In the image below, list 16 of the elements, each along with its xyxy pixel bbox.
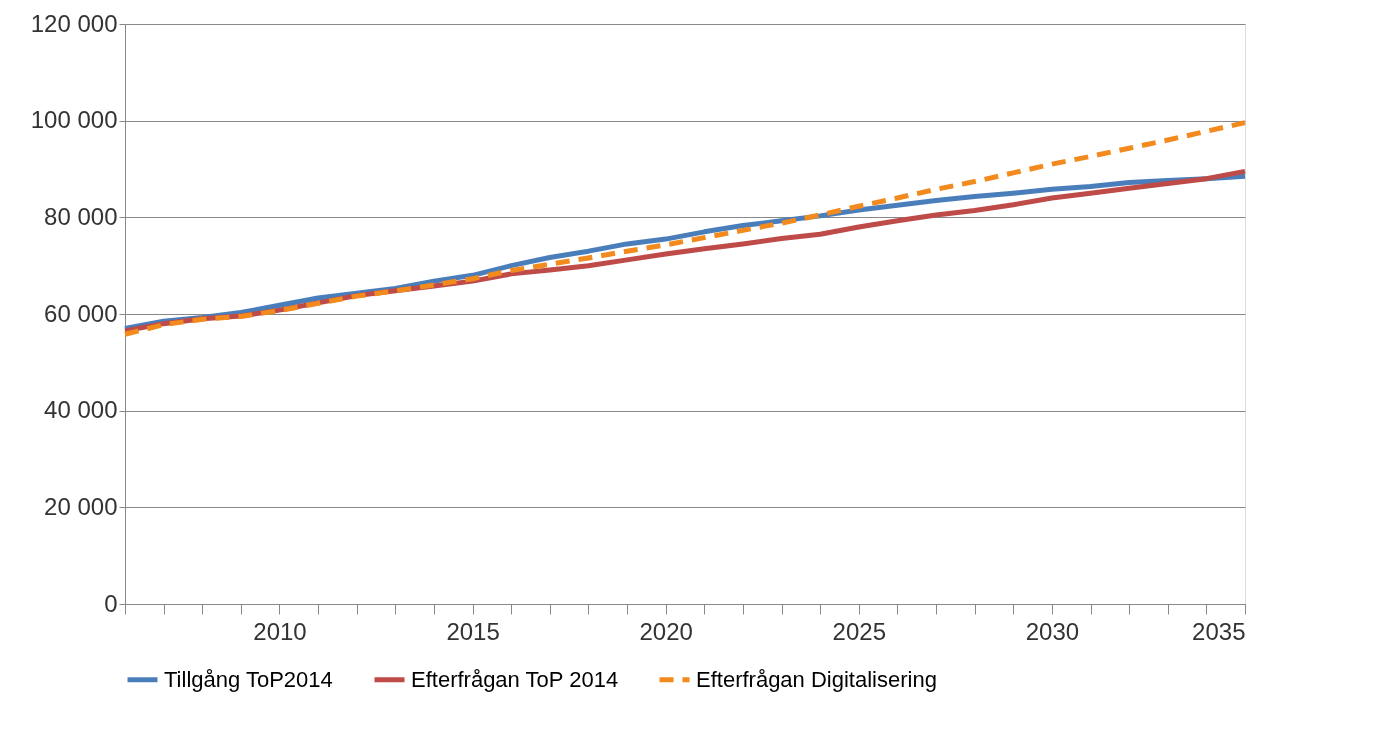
y-tick-label: 40 000 xyxy=(44,396,118,424)
x-tick-label: 2020 xyxy=(639,617,693,645)
x-tick-label: 2025 xyxy=(832,617,886,645)
x-tick-label: 2035 xyxy=(1192,617,1246,645)
x-tick-label: 2015 xyxy=(446,617,500,645)
y-tick-label: 120 000 xyxy=(30,9,118,37)
y-tick-label: 100 000 xyxy=(30,106,118,134)
legend-label: Tillgång ToP2014 xyxy=(164,666,333,692)
legend-label: Efterfrågan Digitalisering xyxy=(696,666,937,692)
y-tick-label: 80 000 xyxy=(44,202,118,230)
y-tick-label: 20 000 xyxy=(44,492,118,520)
y-tick-label: 0 xyxy=(104,589,118,617)
y-tick-label: 60 000 xyxy=(44,299,118,327)
x-tick-label: 2030 xyxy=(1025,617,1080,645)
x-tick-label: 2010 xyxy=(253,617,307,645)
legend-label: Efterfrågan ToP 2014 xyxy=(411,666,619,692)
